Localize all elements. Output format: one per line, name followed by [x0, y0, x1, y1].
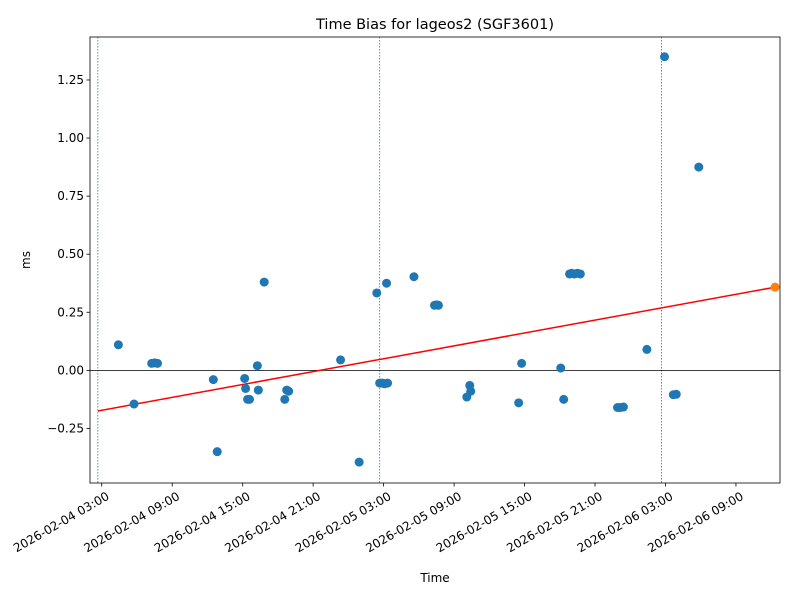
y-tick-label: 0.50 [57, 247, 84, 261]
data-point [575, 269, 585, 279]
data-points [113, 52, 704, 467]
data-point [559, 394, 569, 404]
data-point [252, 361, 262, 371]
y-axis-label: ms [19, 251, 33, 269]
data-point [671, 389, 681, 399]
trend-line [97, 286, 776, 412]
data-point [517, 358, 527, 368]
data-point [241, 383, 251, 393]
data-point [240, 373, 250, 383]
data-point [694, 162, 704, 172]
y-tick-label: 1.00 [57, 131, 84, 145]
data-point [113, 340, 123, 350]
y-tick-label: 0.25 [57, 305, 84, 319]
x-axis-label: Time [419, 571, 449, 585]
highlight-point [770, 282, 780, 292]
data-point [383, 378, 393, 388]
data-point [336, 355, 346, 365]
y-tick-label: 0.00 [57, 363, 84, 377]
data-point [253, 385, 263, 395]
data-point [382, 278, 392, 288]
highlight-point-group [770, 282, 780, 292]
data-point [466, 386, 476, 396]
trend-line-group [97, 286, 776, 412]
data-point [245, 394, 255, 404]
y-tick-label: 0.75 [57, 189, 84, 203]
data-point [433, 300, 443, 310]
data-point [556, 363, 566, 373]
data-point [153, 358, 163, 368]
data-point [284, 386, 294, 396]
y-tick-label: 1.25 [57, 73, 84, 87]
data-point [208, 375, 218, 385]
data-point [259, 277, 269, 287]
vertical-markers [97, 37, 662, 483]
data-point [212, 447, 222, 457]
data-point [354, 457, 364, 467]
data-point [280, 394, 290, 404]
data-point [372, 288, 382, 298]
y-axis: −0.25 0.00 0.25 0.50 0.75 1.00 1.25 [47, 73, 90, 435]
data-point [642, 344, 652, 354]
data-point [660, 52, 670, 62]
data-point [409, 272, 419, 282]
data-point [514, 398, 524, 408]
plot-frame [89, 36, 781, 484]
chart-title: Time Bias for lageos2 (SGF3601) [315, 17, 554, 33]
data-point [618, 402, 628, 412]
y-tick-label: −0.25 [47, 421, 84, 435]
data-point [129, 399, 139, 409]
